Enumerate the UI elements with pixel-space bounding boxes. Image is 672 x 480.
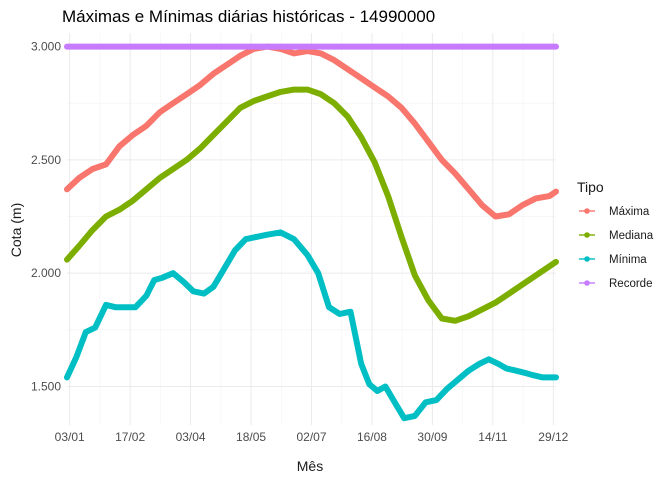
legend-key-point — [584, 256, 590, 262]
x-axis-ticks: 03/01 17/02 03/04 18/05 02/07 16/08 30/09 14/11… — [55, 430, 569, 444]
legend-key-point — [584, 208, 590, 214]
legend-item-mediana: Mediana — [579, 230, 654, 242]
x-tick-label: 18/05 — [236, 430, 266, 444]
x-tick-label: 03/04 — [176, 430, 206, 444]
series-mínima — [64, 229, 559, 422]
grid — [67, 33, 556, 425]
legend-item-máxima: Máxima — [579, 206, 650, 218]
data-point — [553, 189, 559, 195]
y-tick-label: 2.000 — [31, 266, 61, 280]
legend-label: Mediana — [609, 230, 654, 242]
x-tick-label: 02/07 — [296, 430, 326, 444]
legend-label: Mínima — [609, 254, 647, 266]
y-tick-label: 2.500 — [31, 153, 61, 167]
x-tick-label: 14/11 — [478, 430, 507, 444]
legend-item-recorde: Recorde — [579, 278, 652, 290]
series-mediana — [64, 86, 559, 324]
data-point — [553, 43, 559, 50]
data-point — [553, 374, 559, 381]
legend-label: Recorde — [609, 278, 652, 290]
chart-title: Máximas e Mínimas diárias históricas - 1… — [62, 7, 435, 26]
plot-area — [64, 43, 559, 422]
legend-item-mínima: Mínima — [579, 254, 647, 266]
x-tick-label: 29/12 — [538, 430, 568, 444]
x-axis-title: Mês — [297, 458, 323, 474]
x-tick-label: 17/02 — [115, 430, 145, 444]
x-tick-label: 30/09 — [417, 430, 447, 444]
legend-key-point — [584, 280, 590, 286]
y-axis-title: Cota (m) — [8, 203, 24, 257]
series-recorde — [64, 43, 559, 50]
legend-title: Tipo — [577, 179, 604, 195]
x-tick-label: 03/01 — [55, 430, 85, 444]
y-tick-label: 1.500 — [31, 379, 61, 393]
data-point — [553, 259, 559, 265]
legend-items: Máxima Mediana Mínima Recorde — [579, 206, 654, 290]
x-tick-label: 16/08 — [357, 430, 387, 444]
legend-label: Máxima — [609, 206, 650, 218]
legend-key-point — [584, 232, 590, 238]
y-tick-label: 3.000 — [31, 40, 61, 54]
legend: Tipo Máxima Mediana Mínima Recorde — [577, 179, 654, 290]
y-axis-ticks: 1.500 2.000 2.500 3.000 — [31, 40, 61, 394]
